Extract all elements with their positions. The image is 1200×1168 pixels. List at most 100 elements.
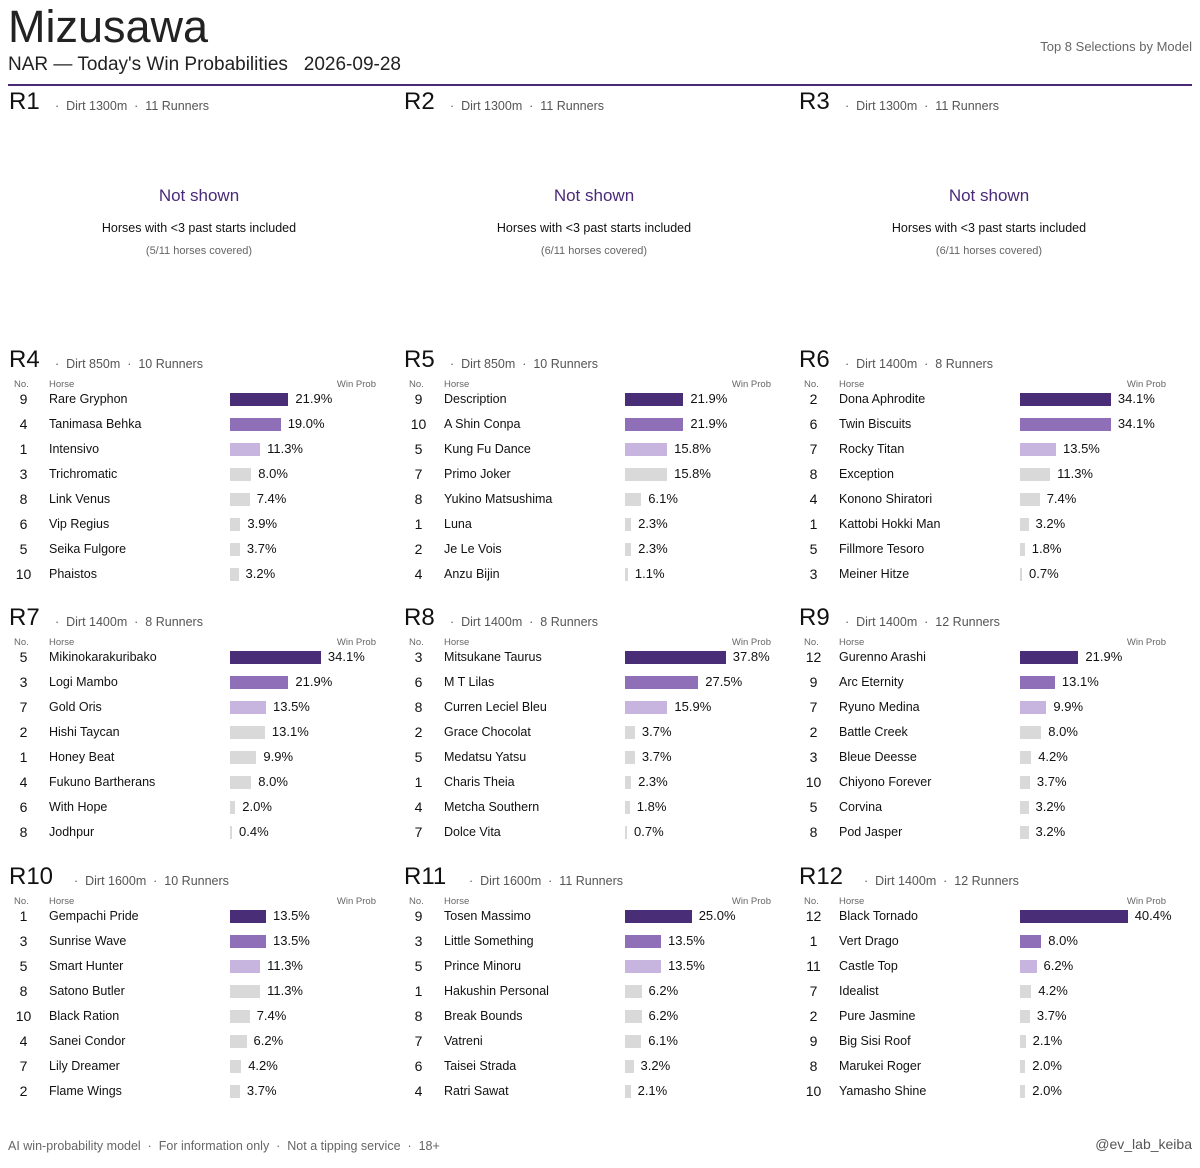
horse-name: Arc Eternity [839,675,904,689]
horse-name: Seika Fulgore [49,542,127,556]
win-prob-value: 15.9% [674,699,712,714]
horse-name: Link Venus [49,492,111,506]
race-info: · Dirt 1400m · 12 Runners [845,615,1000,629]
race-number: R3 [799,88,830,115]
column-header-win-prob: Win Prob [1126,637,1166,648]
win-prob-value: 4.2% [248,1058,278,1073]
win-prob-value: 9.9% [263,749,294,764]
win-prob-value: 2.3% [638,541,668,556]
horse-name: Hakushin Personal [444,984,549,998]
column-header-win-prob: Win Prob [731,637,771,648]
horse-name: Rocky Titan [839,442,905,456]
win-prob-bar [1020,443,1056,456]
horse-number: 10 [15,566,32,582]
race-info: · Dirt 850m · 10 Runners [450,357,598,371]
column-header-win-prob: Win Prob [336,637,376,648]
win-prob-bar [230,1035,247,1048]
horse-number: 6 [19,516,28,532]
horse-name: Mikinokarakuribako [49,650,157,664]
column-header-win-prob: Win Prob [1126,896,1166,907]
runner-row: 8 Yukino Matsushima 6.1% [403,489,785,514]
horse-number: 8 [809,1058,818,1074]
horse-number: 6 [19,799,28,815]
horse-name: With Hope [49,800,108,814]
runner-row: 7 Dolce Vita 0.7% [403,822,785,847]
race-info: · Dirt 1300m · 11 Runners [845,99,999,113]
win-prob-value: 8.0% [1048,933,1078,948]
footer-disclaimer: AI win-probability model · For informati… [8,1139,440,1153]
runner-row: 9 Rare Gryphon 21.9% [8,389,390,414]
win-prob-bar [230,418,281,431]
runner-row: 1 Kattobi Hokki Man 3.2% [798,514,1180,539]
runner-row: 2 Battle Creek 8.0% [798,722,1180,747]
race-number: R1 [9,88,40,115]
column-header-win-prob: Win Prob [1126,379,1166,390]
win-prob-bar [1020,676,1055,689]
win-prob-value: 3.7% [641,724,672,739]
column-header-win-prob: Win Prob [731,379,771,390]
runner-row: 12 Black Tornado 40.4% [798,906,1180,931]
horse-name: Anzu Bijin [444,567,500,581]
runner-row: 8 Satono Butler 11.3% [8,981,390,1006]
horse-name: Trichromatic [49,467,118,481]
horse-name: Honey Beat [49,750,115,764]
horse-name: Black Ration [49,1009,120,1023]
runner-row: 3 Little Something 13.5% [403,931,785,956]
win-prob-bar [1020,1010,1030,1023]
win-prob-value: 21.9% [295,391,333,406]
win-prob-value: 13.5% [273,699,310,714]
win-prob-value: 25.0% [698,908,736,923]
horse-name: Description [444,392,507,406]
column-header-horse: Horse [444,896,470,907]
win-prob-bar [625,701,668,714]
column-header-no: No. [804,637,819,648]
horse-number: 4 [19,1033,28,1049]
column-header-horse: Horse [444,379,470,390]
horse-number: 8 [19,983,28,999]
runner-row: 5 Prince Minoru 13.5% [403,956,785,981]
win-prob-value: 3.7% [246,541,277,556]
column-header-no: No. [14,637,29,648]
horse-name: Phaistos [49,567,97,581]
win-prob-value: 2.1% [637,1083,668,1098]
horse-name: Medatsu Yatsu [444,750,527,764]
horse-number: 3 [809,749,818,765]
column-header-no: No. [14,379,29,390]
column-header-win-prob: Win Prob [731,896,771,907]
horse-number: 8 [414,491,423,507]
win-prob-value: 21.9% [295,674,333,689]
horse-number: 7 [809,983,818,999]
horse-name: Lily Dreamer [49,1059,120,1073]
coverage-note: (5/11 horses covered) [145,245,253,257]
runner-row: 9 Big Sisi Roof 2.1% [798,1031,1180,1056]
win-prob-value: 2.3% [638,774,668,789]
win-prob-value: 8.0% [258,774,288,789]
runner-row: 1 Intensivo 11.3% [8,439,390,464]
runner-row: 2 Dona Aphrodite 34.1% [798,389,1180,414]
race-panel-r12: R12 · Dirt 1400m · 12 Runners No. Horse Win … [798,863,1180,1118]
horse-number: 1 [19,441,28,457]
win-prob-value: 15.8% [674,466,711,481]
horse-name: Battle Creek [839,725,908,739]
horse-number: 3 [19,674,28,690]
win-prob-bar [1020,543,1025,556]
win-prob-bar [625,910,692,923]
race-panel-r5: R5 · Dirt 850m · 10 Runners No. Horse Win Pr… [403,346,785,601]
horse-number: 6 [414,1058,423,1074]
win-prob-bar [1020,651,1079,664]
horse-number: 7 [19,1058,28,1074]
win-prob-value: 1.8% [636,799,667,814]
win-prob-value: 4.2% [1038,983,1068,998]
win-prob-bar [230,676,289,689]
runner-row: 5 Medatsu Yatsu 3.7% [403,747,785,772]
horse-number: 2 [19,1083,28,1099]
win-prob-bar [625,468,668,481]
horse-number: 9 [809,674,818,690]
win-prob-bar [1020,935,1042,948]
win-prob-bar [1020,493,1040,506]
runner-row: 4 Fukuno Bartherans 8.0% [8,772,390,797]
horse-number: 2 [809,1008,818,1024]
win-prob-value: 0.7% [634,824,664,839]
win-prob-bar [230,776,252,789]
win-prob-bar [625,960,661,973]
